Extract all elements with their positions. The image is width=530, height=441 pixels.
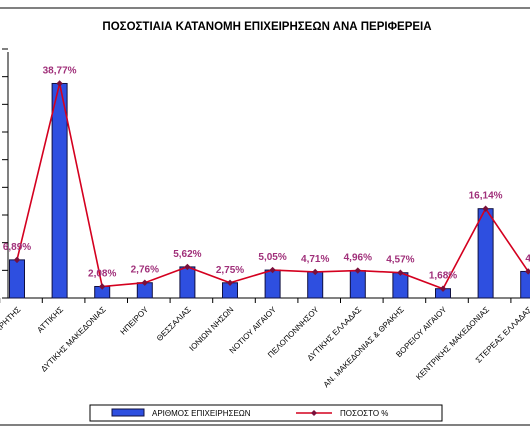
bar bbox=[265, 270, 280, 298]
legend-label: ΑΡΙΘΜΟΣ ΕΠΙΧΕΙΡΗΣΕΩΝ bbox=[152, 409, 251, 418]
bar bbox=[350, 271, 365, 298]
bar bbox=[393, 273, 408, 298]
bar-series bbox=[10, 83, 530, 298]
x-tick-label: ΗΠΕΙΡΟΥ bbox=[119, 305, 151, 337]
chart-title: ΠΟΣΟΣΤΙΑΙΑ ΚΑΤΑΝΟΜΗ ΕΠΙΧΕΙΡΗΣΕΩΝ ΑΝΑ ΠΕΡ… bbox=[102, 21, 431, 33]
data-label: 2,75% bbox=[216, 265, 244, 276]
x-tick-label: ΑΝ. ΜΑΚΕΔΟΝΙΑΣ & ΘΡΑΚΗΣ bbox=[322, 305, 406, 389]
data-label: 2,08% bbox=[88, 268, 116, 279]
data-label: 1,68% bbox=[429, 271, 457, 282]
x-tick-label: ΚΕΝΤΡΙΚΗΣ ΜΑΚΕΔΟΝΙΑΣ bbox=[414, 305, 491, 382]
legend: ΑΡΙΘΜΟΣ ΕΠΙΧΕΙΡΗΣΕΩΝ ΠΟΣΟΣΤΟ % bbox=[90, 405, 442, 421]
data-label: 38,77% bbox=[43, 65, 77, 76]
x-tick-label: ΘΕΣΣΑΛΙΑΣ bbox=[155, 305, 193, 343]
bar bbox=[521, 271, 530, 298]
bar bbox=[308, 272, 323, 298]
bar bbox=[52, 83, 67, 298]
data-label: 16,14% bbox=[469, 191, 503, 202]
legend-bar-swatch bbox=[112, 409, 144, 416]
data-label: 4 bbox=[525, 253, 530, 264]
data-label: 4,71% bbox=[301, 254, 329, 265]
bar bbox=[478, 209, 493, 298]
x-tick-label: ΑΤΤΙΚΗΣ bbox=[35, 305, 65, 335]
data-label: 5,62% bbox=[173, 249, 201, 260]
bar bbox=[180, 267, 195, 298]
data-label: 6,89% bbox=[3, 242, 31, 253]
data-label: 5,05% bbox=[258, 252, 286, 263]
data-label: 4,96% bbox=[344, 253, 372, 264]
x-tick-label: ΙΟΝΙΩΝ ΝΗΣΩΝ bbox=[188, 305, 236, 353]
bar bbox=[10, 260, 25, 298]
legend-label: ΠΟΣΟΣΤΟ % bbox=[340, 409, 388, 418]
data-label: 2,76% bbox=[131, 265, 159, 276]
x-tick-label: ΚΡΗΤΗΣ bbox=[0, 305, 22, 334]
data-label: 4,57% bbox=[386, 255, 414, 266]
